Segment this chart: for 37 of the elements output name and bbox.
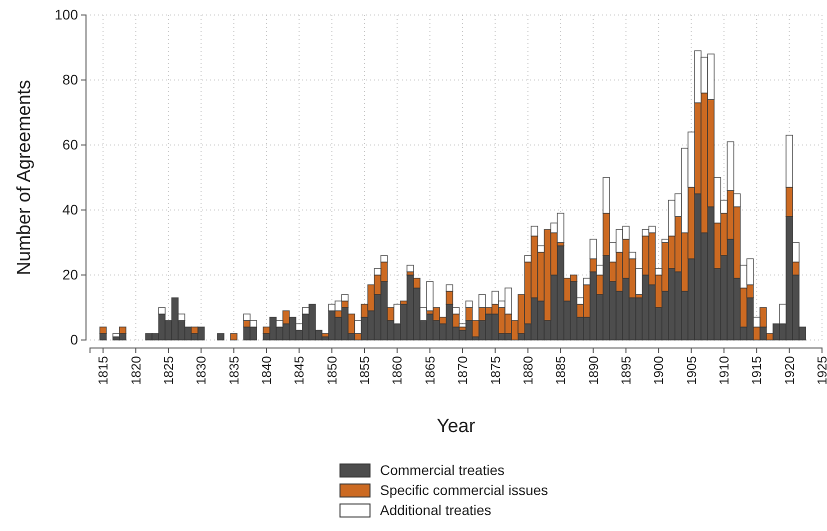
- x-tick-label: 1870: [455, 356, 470, 385]
- x-tick-label: 1885: [553, 356, 568, 385]
- x-tick-label: 1895: [618, 356, 634, 385]
- y-axis-title: Number of Agreements: [14, 80, 35, 276]
- x-tick-label: 1900: [651, 356, 666, 385]
- legend-label: Specific commercial issues: [380, 482, 548, 498]
- y-tick-label: 0: [70, 331, 78, 348]
- x-tick-label: 1920: [782, 356, 797, 385]
- x-tick-label: 1875: [488, 356, 503, 385]
- x-tick-label: 1905: [684, 356, 699, 385]
- x-tick-label: 1860: [390, 356, 405, 385]
- legend-label: Commercial treaties: [380, 462, 504, 478]
- x-tick-label: 1815: [96, 356, 111, 385]
- y-tick-label: 60: [62, 136, 78, 152]
- x-tick-label: 1850: [324, 356, 340, 385]
- x-tick-label: 1865: [422, 356, 438, 385]
- x-tick-label: 1910: [716, 356, 732, 385]
- x-tick-label: 1845: [292, 356, 307, 385]
- x-tick-label: 1830: [194, 356, 209, 385]
- x-tick-label: 1925: [814, 356, 827, 385]
- x-tick-label: 1890: [586, 356, 601, 385]
- bar: [406, 264, 414, 272]
- x-tick-label: 1840: [259, 356, 274, 385]
- x-tick-label: 1825: [160, 356, 176, 385]
- y-tick-label: 80: [62, 71, 78, 88]
- x-tick-label: 1915: [749, 356, 764, 385]
- x-axis-title: Year: [436, 416, 476, 437]
- x-tick-label: 1835: [226, 356, 242, 385]
- bar: [217, 333, 224, 340]
- y-tick-label: 20: [62, 266, 78, 282]
- x-tick-label: 1855: [357, 356, 372, 385]
- y-tick-label: 100: [54, 6, 78, 22]
- x-tick-label: 1880: [520, 356, 536, 385]
- x-tick-label: 1820: [128, 356, 144, 385]
- y-tick-label: 40: [62, 201, 78, 218]
- legend-label: Additional treaties: [380, 502, 492, 518]
- bar: [230, 333, 238, 340]
